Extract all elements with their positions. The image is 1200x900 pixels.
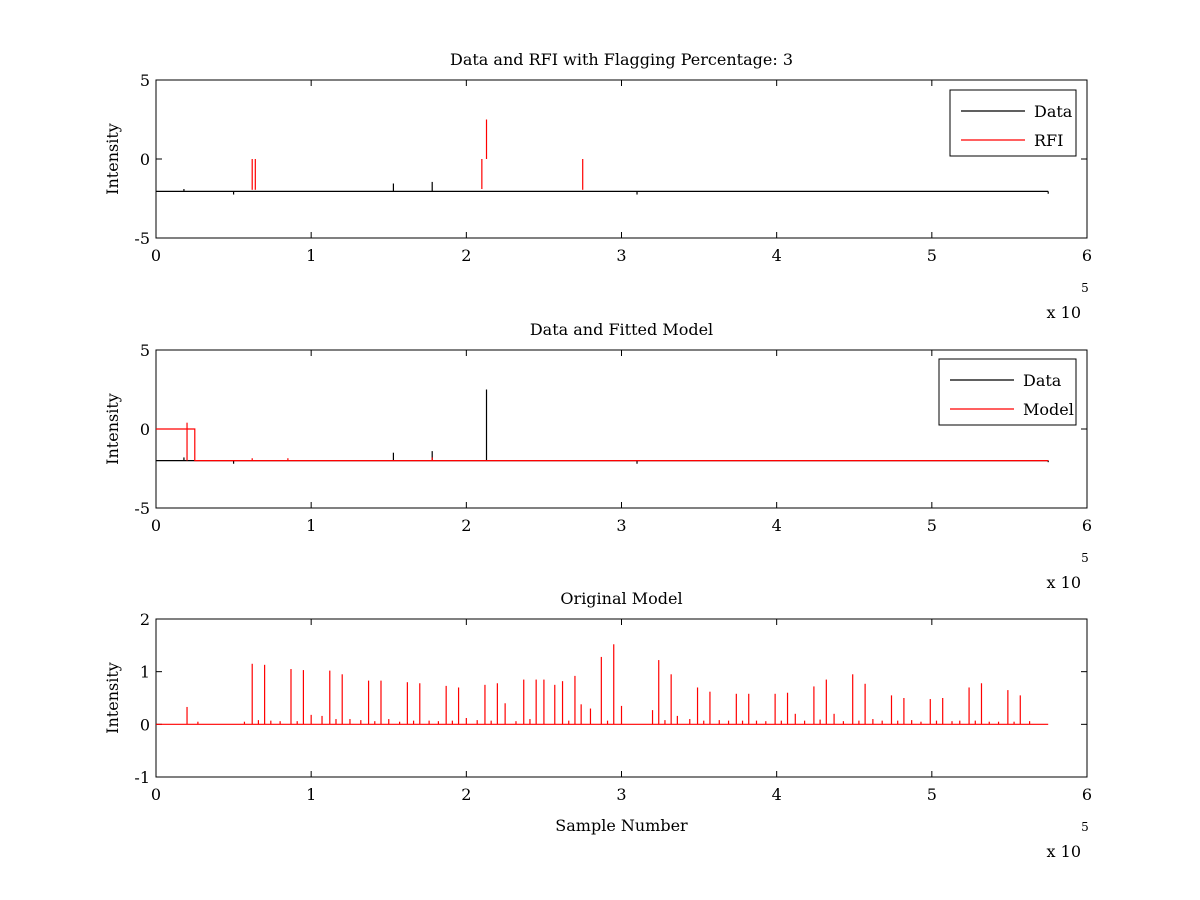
x-tick-label: 5 (927, 516, 937, 535)
x-tick-label: 2 (461, 516, 471, 535)
series-rfi (251, 119, 584, 190)
legend-box (938, 358, 1077, 426)
x-tick-label: 6 (1082, 785, 1092, 804)
y-tick-label: 5 (140, 71, 150, 90)
x-tick-label: 1 (306, 785, 316, 804)
series-model (156, 422, 1049, 462)
x-multiplier-base: x 10 (1047, 303, 1081, 322)
x-multiplier-exponent: 5 (1081, 281, 1089, 295)
x-tick-label: 3 (616, 516, 626, 535)
y-axis-label: Intensity (103, 123, 122, 195)
x-multiplier-exponent: 5 (1081, 820, 1089, 834)
y-tick-label: -5 (134, 499, 150, 518)
y-tick-label: 2 (140, 610, 150, 629)
x-tick-label: 6 (1082, 516, 1092, 535)
x-tick-label: 5 (927, 246, 937, 265)
series-step-line (156, 428, 1049, 462)
x-tick-label: 2 (461, 246, 471, 265)
y-tick-label: 1 (140, 663, 150, 682)
x-tick-label: 2 (461, 785, 471, 804)
series-data (156, 181, 1049, 195)
x-tick-label: 0 (151, 246, 161, 265)
y-tick-label: 5 (140, 341, 150, 360)
y-tick-label: 0 (140, 715, 150, 734)
legend: Data Model (938, 358, 1077, 426)
x-tick-label: 0 (151, 516, 161, 535)
y-axis-label: Intensity (103, 393, 122, 465)
x-multiplier-exponent: 5 (1081, 551, 1089, 565)
x-multiplier-base: x 10 (1047, 842, 1081, 861)
x-tick-label: 0 (151, 785, 161, 804)
chart-panel-1: Data and RFI with Flagging Percentage: 3… (103, 50, 1092, 322)
legend-label: RFI (1034, 131, 1063, 150)
x-tick-label: 1 (306, 246, 316, 265)
x-tick-label: 4 (772, 785, 782, 804)
x-tick-label: 3 (616, 246, 626, 265)
x-tick-label: 3 (616, 785, 626, 804)
chart-title: Original Model (560, 589, 682, 608)
y-axis-label: Intensity (103, 662, 122, 734)
y-tick-label: -1 (134, 768, 150, 787)
x-tick-label: 5 (927, 785, 937, 804)
legend: Data RFI (949, 89, 1077, 157)
x-multiplier-base: x 10 (1047, 573, 1081, 592)
x-tick-label: 1 (306, 516, 316, 535)
legend-label: Model (1023, 400, 1074, 419)
y-tick-label: -5 (134, 229, 150, 248)
x-tick-label: 6 (1082, 246, 1092, 265)
x-axis-label: Sample Number (555, 816, 688, 835)
chart-title: Data and Fitted Model (530, 320, 713, 339)
legend-label: Data (1034, 102, 1073, 121)
y-tick-label: 0 (140, 420, 150, 439)
series-model-1 (156, 644, 1049, 725)
legend-box (949, 89, 1077, 157)
x-tick-label: 4 (772, 516, 782, 535)
chart-title: Data and RFI with Flagging Percentage: 3 (450, 50, 793, 69)
y-tick-label: 0 (140, 150, 150, 169)
x-tick-label: 4 (772, 246, 782, 265)
legend-label: Data (1023, 371, 1062, 390)
